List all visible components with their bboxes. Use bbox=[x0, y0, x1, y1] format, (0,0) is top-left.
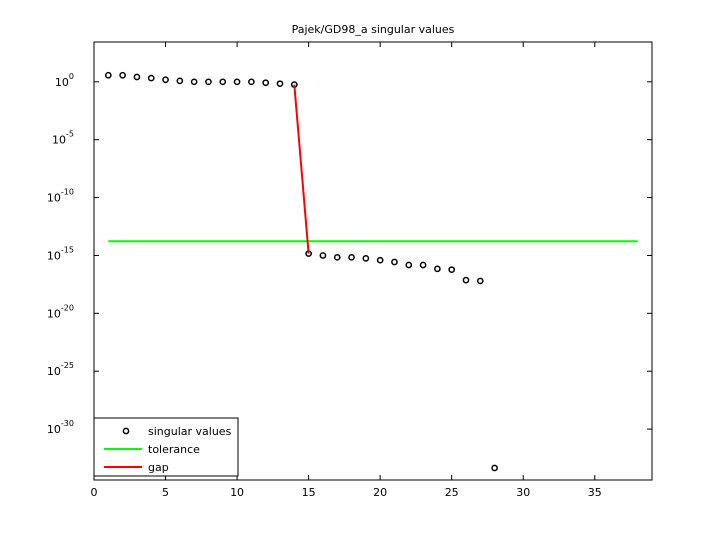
data-point bbox=[391, 258, 398, 266]
y-tick-exponent: -5 bbox=[66, 130, 74, 139]
data-point bbox=[248, 78, 255, 86]
y-tick-base: 10 bbox=[47, 249, 61, 262]
y-tick-base: 10 bbox=[47, 423, 61, 436]
data-point bbox=[162, 76, 169, 84]
y-tick-label: 10-20 bbox=[47, 303, 74, 320]
data-point bbox=[376, 256, 384, 264]
y-tick-exponent: -30 bbox=[61, 419, 74, 428]
data-point bbox=[319, 252, 327, 259]
legend-label: singular values bbox=[148, 425, 232, 438]
data-point bbox=[405, 261, 413, 269]
data-point bbox=[419, 261, 427, 269]
y-tick-exponent: -15 bbox=[61, 245, 74, 254]
y-tick-exponent: -10 bbox=[61, 188, 74, 197]
series-line bbox=[293, 84, 310, 254]
data-point bbox=[176, 77, 184, 85]
data-point bbox=[133, 73, 141, 81]
y-tick-label: 10-30 bbox=[47, 419, 74, 436]
x-tick-label: 15 bbox=[302, 486, 316, 499]
data-point bbox=[119, 71, 126, 79]
y-tick-label: 100 bbox=[55, 72, 74, 89]
x-tick-label: 5 bbox=[162, 486, 169, 499]
y-tick-label: 10-5 bbox=[52, 130, 74, 147]
y-tick-exponent: 0 bbox=[69, 72, 74, 81]
data-point bbox=[205, 78, 212, 86]
data-point bbox=[233, 78, 241, 86]
y-tick-base: 10 bbox=[47, 307, 61, 320]
x-tick-label: 10 bbox=[230, 486, 244, 499]
y-tick-base: 10 bbox=[55, 76, 69, 89]
data-point bbox=[276, 80, 284, 88]
plot-frame bbox=[93, 41, 653, 481]
y-tick-label: 10-15 bbox=[47, 245, 74, 262]
x-tick-label: 25 bbox=[445, 486, 459, 499]
legend-box bbox=[93, 417, 239, 477]
y-tick-base: 10 bbox=[47, 192, 61, 205]
data-point bbox=[434, 265, 441, 273]
data-point bbox=[362, 255, 370, 262]
chart-title: Pajek/GD98_a singular values bbox=[292, 23, 455, 36]
x-tick-label: 30 bbox=[516, 486, 530, 499]
data-point bbox=[190, 78, 198, 86]
legend-label: gap bbox=[148, 461, 169, 474]
y-tick-base: 10 bbox=[47, 365, 61, 378]
data-point bbox=[104, 71, 112, 79]
data-point bbox=[462, 276, 470, 284]
y-tick-exponent: -20 bbox=[61, 303, 74, 312]
y-tick-exponent: -25 bbox=[61, 361, 74, 370]
data-point bbox=[476, 277, 484, 285]
data-point bbox=[147, 74, 155, 82]
data-point bbox=[262, 79, 270, 87]
y-tick-label: 10-10 bbox=[47, 188, 74, 205]
data-point bbox=[348, 253, 355, 261]
legend-marker bbox=[122, 427, 130, 435]
x-tick-label: 0 bbox=[91, 486, 98, 499]
x-tick-label: 20 bbox=[373, 486, 387, 499]
y-tick-label: 10-25 bbox=[47, 361, 74, 378]
x-tick-label: 35 bbox=[588, 486, 602, 499]
data-point bbox=[448, 266, 456, 274]
data-point bbox=[333, 253, 341, 261]
data-point bbox=[491, 464, 498, 472]
data-point bbox=[219, 78, 227, 86]
y-tick-base: 10 bbox=[52, 134, 66, 147]
legend-label: tolerance bbox=[148, 443, 200, 456]
